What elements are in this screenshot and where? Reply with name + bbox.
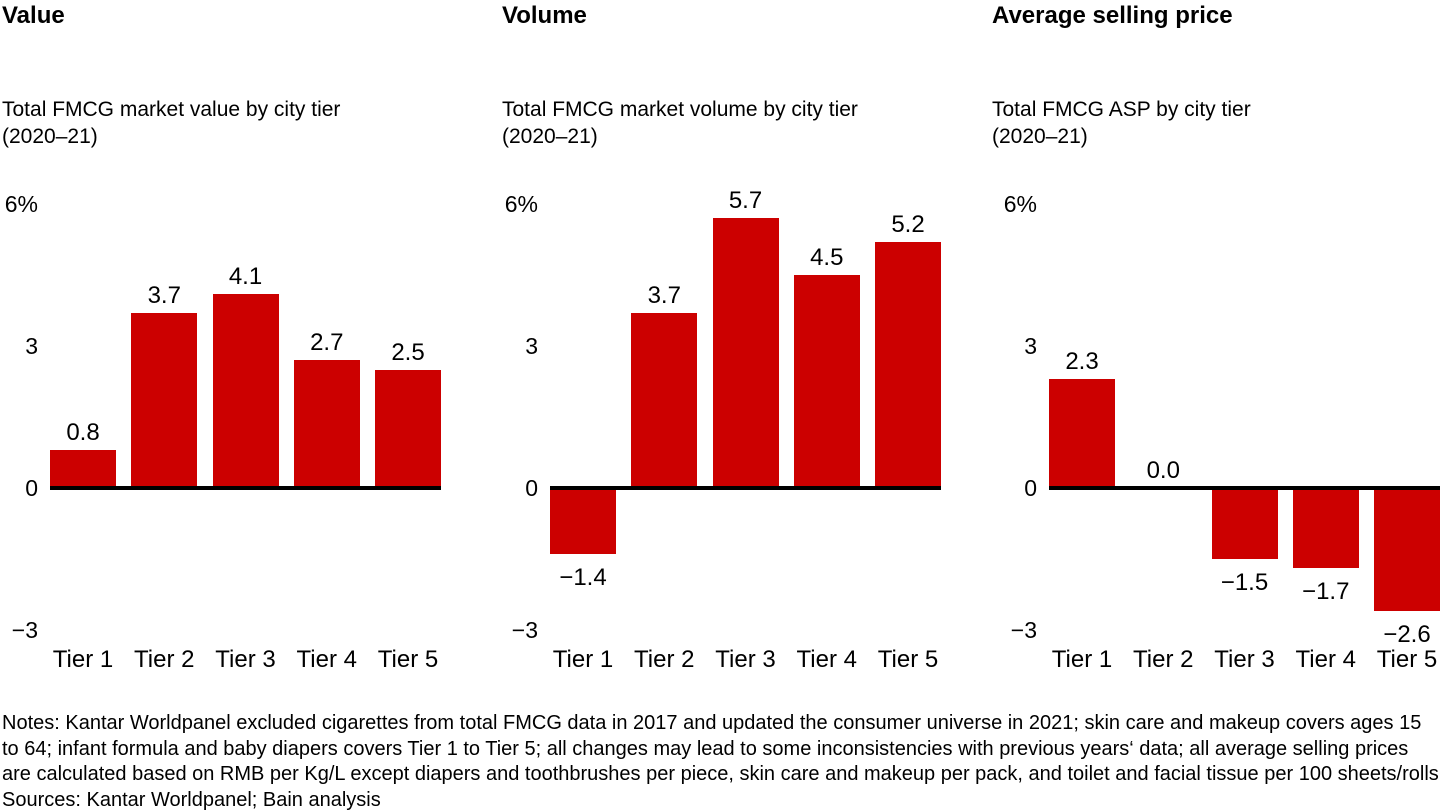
x-axis-label: Tier 2 xyxy=(1133,646,1194,673)
x-axis-label: Tier 4 xyxy=(296,646,357,673)
chart-subtitle-line: (2020–21) xyxy=(2,125,98,148)
y-axis-tick-label: −3 xyxy=(511,616,538,643)
bar-value-label: 5.2 xyxy=(891,211,925,239)
zero-axis-line xyxy=(1049,486,1440,490)
chart-subtitle-line: (2020–21) xyxy=(502,125,598,148)
bar-value-label: 2.7 xyxy=(310,329,344,357)
bar-value-label: −2.6 xyxy=(1383,620,1431,648)
x-axis-label: Tier 1 xyxy=(1051,646,1113,673)
bar-tier-1 xyxy=(1049,379,1115,488)
chart-subtitle: Total FMCG ASP by city tier (2020–21) xyxy=(992,96,1251,150)
sources-text: Sources: Kantar Worldpanel; Bain analysi… xyxy=(2,789,381,810)
notes-text: Notes: Kantar Worldpanel excluded cigare… xyxy=(2,712,1439,786)
x-axis-label: Tier 4 xyxy=(1295,646,1356,673)
bar-tier-5 xyxy=(1374,488,1440,611)
bar-tier-5 xyxy=(375,369,441,488)
x-axis-label: Tier 1 xyxy=(52,646,114,673)
chart-title: Average selling price xyxy=(992,2,1233,29)
chart-column-asp: Average selling price Total FMCG ASP by … xyxy=(992,0,1440,705)
y-axis-tick-label: 6% xyxy=(504,191,538,218)
bar-tier-1 xyxy=(550,488,616,555)
x-axis-label: Tier 3 xyxy=(215,646,276,673)
bar-tier-4 xyxy=(293,360,360,488)
x-axis-label: Tier 1 xyxy=(552,646,614,673)
chart-title: Volume xyxy=(502,2,587,29)
chart-subtitle-line: Total FMCG market volume by city tier xyxy=(502,98,858,121)
bar-value-label: 3.7 xyxy=(647,281,681,309)
zero-axis-line xyxy=(550,486,941,490)
y-axis-tick-label: 0 xyxy=(25,475,38,501)
chart-subtitle-line: (2020–21) xyxy=(992,125,1088,148)
bar-tier-2 xyxy=(131,312,198,488)
y-axis-tick-label: 6% xyxy=(1003,191,1037,218)
bar-tier-3 xyxy=(712,218,779,488)
bar-tier-2 xyxy=(631,312,698,488)
y-axis-tick-label: 6% xyxy=(4,191,38,218)
bar-value-label: −1.7 xyxy=(1302,578,1350,606)
y-axis-tick-label: 3 xyxy=(25,333,38,360)
bar-value-label: 2.3 xyxy=(1065,348,1099,376)
bar-tier-1 xyxy=(50,450,116,488)
bar-tier-3 xyxy=(212,294,279,488)
x-axis-label: Tier 3 xyxy=(1214,646,1275,673)
x-axis-label: Tier 2 xyxy=(634,646,695,673)
chart-column-volume: Volume Total FMCG market volume by city … xyxy=(502,0,962,705)
bar-value-label: 5.7 xyxy=(728,187,763,215)
chart-title: Value xyxy=(2,2,65,29)
x-axis-label: Tier 3 xyxy=(715,646,776,673)
bar-value-label: 4.5 xyxy=(810,244,844,272)
y-axis-tick-label: 0 xyxy=(1024,475,1037,501)
chart-subtitle: Total FMCG market volume by city tier (2… xyxy=(502,96,858,150)
chart-column-value: Value Total FMCG market value by city ti… xyxy=(2,0,462,705)
x-axis-label: Tier 5 xyxy=(1376,646,1438,673)
zero-axis-line xyxy=(50,486,441,490)
bar-tier-4 xyxy=(1292,488,1359,569)
y-axis-tick-label: 0 xyxy=(525,475,538,501)
x-axis-label: Tier 4 xyxy=(796,646,857,673)
chart-footer: Notes: Kantar Worldpanel excluded cigare… xyxy=(2,711,1439,810)
bar-tier-5 xyxy=(875,242,941,488)
y-axis-tick-label: −3 xyxy=(11,616,38,643)
bar-value-label: 0.8 xyxy=(66,419,100,447)
bar-tier-4 xyxy=(793,275,860,488)
y-axis-tick-label: −3 xyxy=(1010,616,1037,643)
bar-value-label: −1.4 xyxy=(559,564,607,592)
x-axis-label: Tier 5 xyxy=(877,646,939,673)
bar-value-label: 4.1 xyxy=(228,263,263,291)
chart-subtitle-line: Total FMCG ASP by city tier xyxy=(992,98,1251,121)
x-axis-label: Tier 2 xyxy=(134,646,195,673)
bar-value-label: 3.7 xyxy=(147,281,181,309)
bar-tier-3 xyxy=(1211,488,1278,559)
x-axis-label: Tier 5 xyxy=(377,646,439,673)
bar-value-label: −1.5 xyxy=(1220,568,1269,596)
y-axis-tick-label: 3 xyxy=(1024,333,1037,360)
chart-subtitle: Total FMCG market value by city tier (20… xyxy=(2,96,340,150)
bar-value-label: 2.5 xyxy=(391,338,425,366)
chart-subtitle-line: Total FMCG market value by city tier xyxy=(2,98,341,121)
y-axis-tick-label: 3 xyxy=(525,333,538,360)
bar-value-label: 0.0 xyxy=(1146,457,1180,484)
